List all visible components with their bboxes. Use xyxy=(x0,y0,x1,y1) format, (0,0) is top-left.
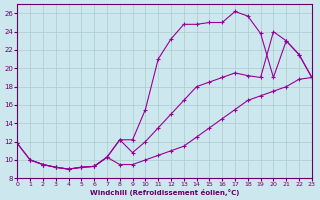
X-axis label: Windchill (Refroidissement éolien,°C): Windchill (Refroidissement éolien,°C) xyxy=(90,189,239,196)
